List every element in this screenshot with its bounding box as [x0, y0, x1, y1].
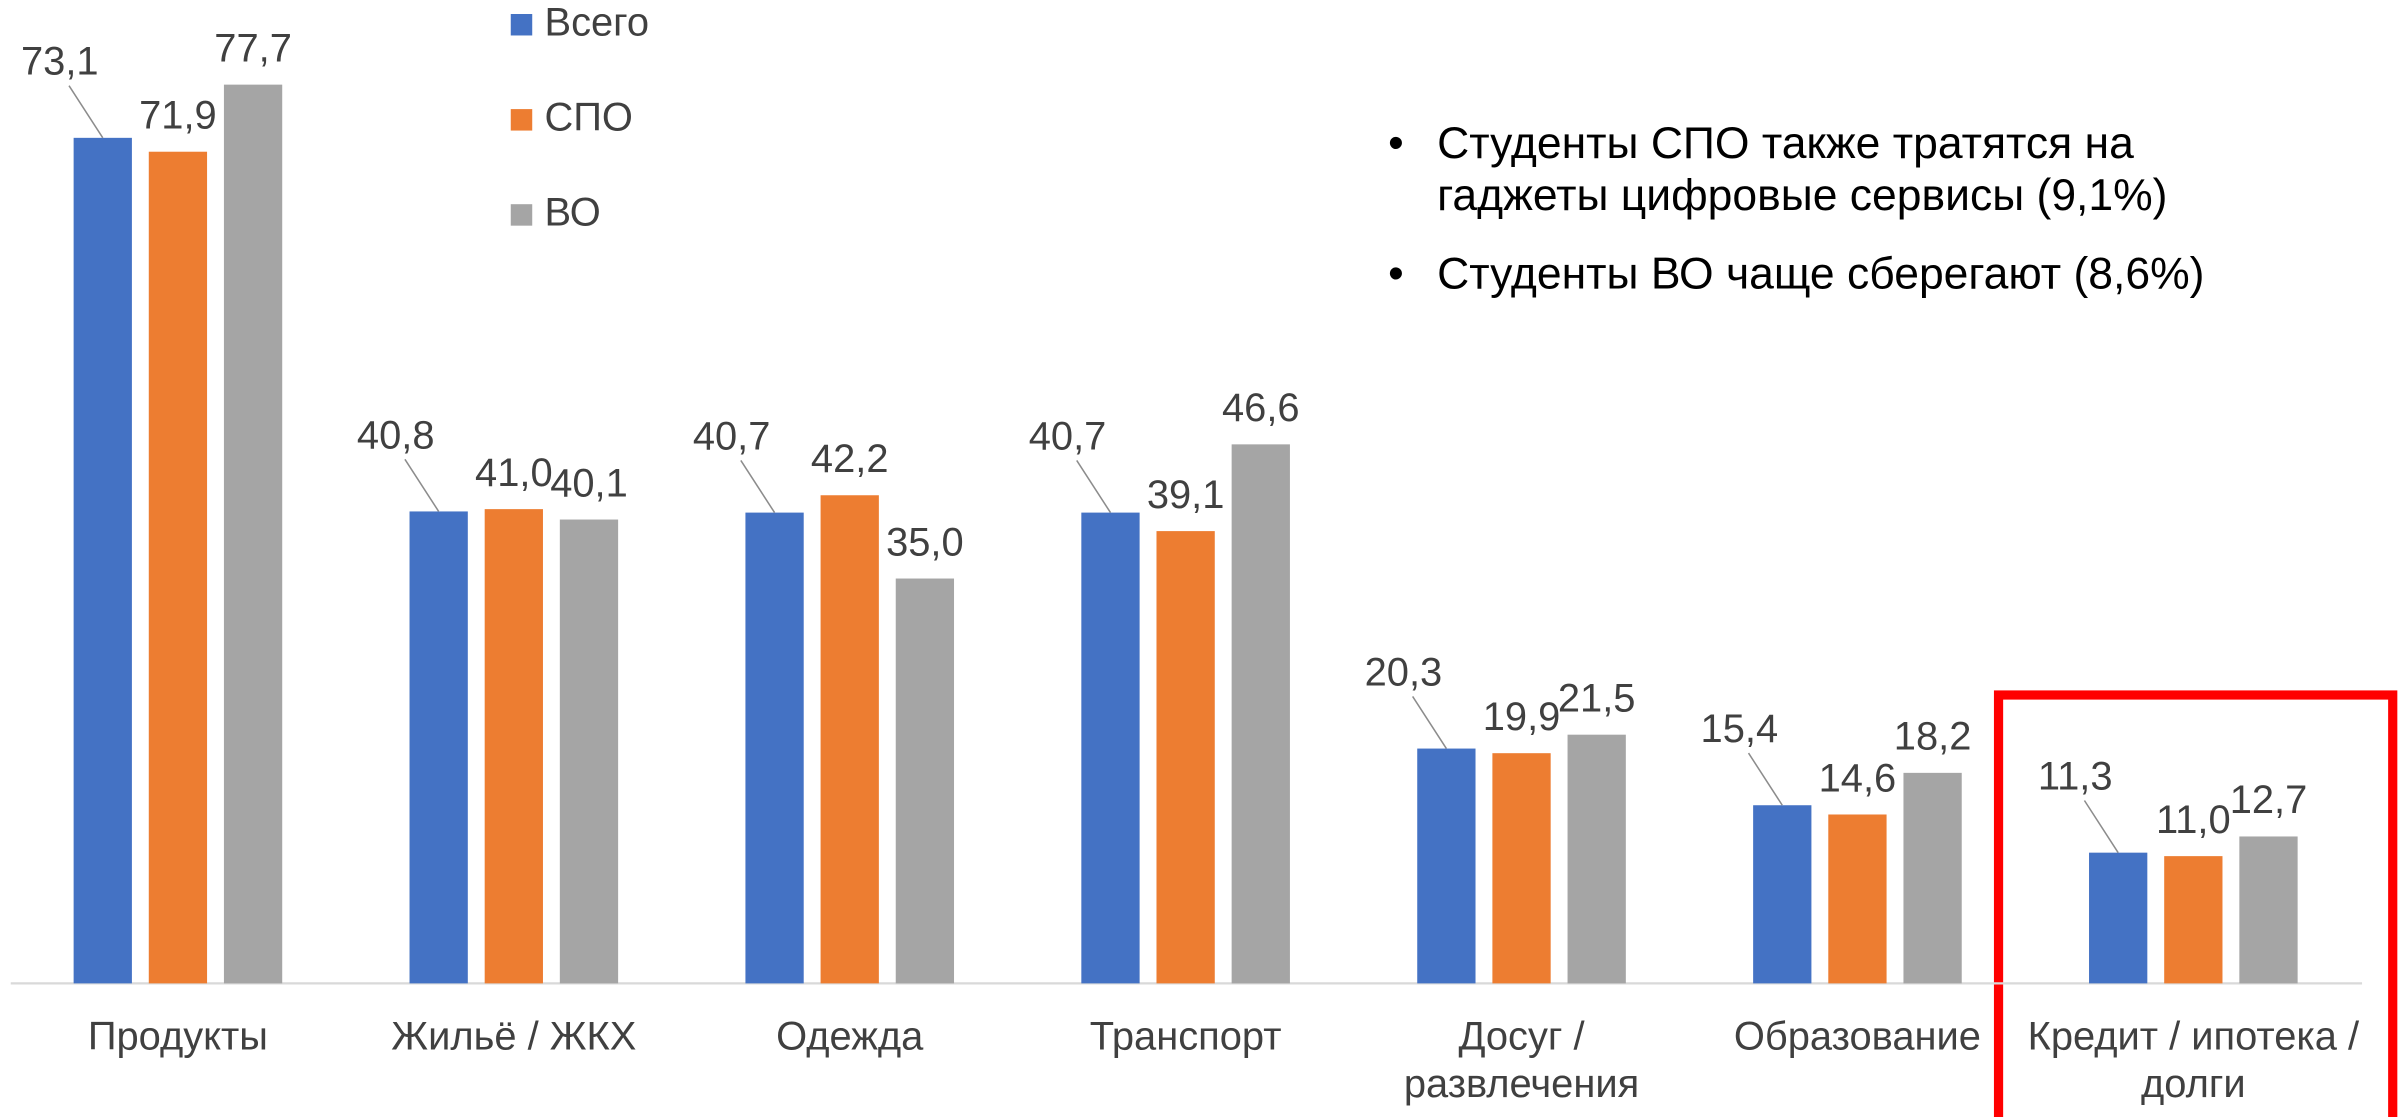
legend-label: ВО [544, 190, 600, 234]
bar [409, 511, 468, 984]
bullet: • [1388, 119, 1404, 168]
leader-line [2083, 800, 2119, 854]
x-tick-label: Продукты [88, 1014, 268, 1058]
bar [1231, 444, 1290, 984]
value-label: 42,2 [811, 437, 889, 481]
value-label: 15,4 [1701, 707, 1779, 751]
value-label: 21,5 [1558, 676, 1636, 720]
bar [2089, 852, 2148, 984]
x-tick-label: Образование [1734, 1014, 1981, 1058]
bar [895, 578, 955, 984]
x-tick-label: Жильё / ЖКХ [391, 1014, 636, 1058]
legend-swatch [510, 14, 533, 36]
bar [1567, 734, 1626, 984]
x-tick-label: Одежда [776, 1014, 924, 1058]
leader-line [404, 458, 440, 512]
bullet: • [1388, 249, 1404, 298]
value-label: 77,7 [214, 26, 292, 70]
value-label: 11,0 [2156, 798, 2231, 842]
value-label: 40,7 [1029, 415, 1107, 459]
bar [2239, 836, 2298, 984]
x-tick-label: Кредит / ипотека / долги [2028, 1014, 2360, 1106]
value-label: 71,9 [139, 94, 217, 138]
value-label: 19,9 [1483, 695, 1561, 739]
bar [148, 151, 208, 984]
bar [1156, 531, 1215, 984]
leader-line [68, 85, 104, 139]
bar [1417, 748, 1476, 984]
value-label: 40,8 [357, 413, 435, 457]
value-label: 14,6 [1819, 756, 1897, 800]
legend-swatch [510, 204, 533, 226]
leader-line [1747, 752, 1783, 806]
value-label: 18,2 [1894, 715, 1972, 759]
bar [1081, 512, 1140, 984]
highlight-box [1993, 690, 2398, 1117]
bar [820, 495, 879, 984]
annotation: Студенты ВО чаще сберегают (8,6%) [1437, 249, 2204, 298]
leader-line [1076, 460, 1112, 514]
bar [1903, 772, 1962, 984]
bar [1492, 753, 1551, 984]
bar [223, 84, 283, 984]
value-label: 46,6 [1222, 386, 1300, 430]
value-label: 40,1 [550, 461, 628, 505]
bar [2164, 856, 2223, 984]
value-label: 35,0 [886, 520, 964, 564]
value-label: 11,3 [2038, 755, 2113, 799]
leader-line [1411, 695, 1448, 749]
bar [1828, 814, 1887, 984]
value-label: 39,1 [1147, 473, 1225, 517]
bar [484, 509, 543, 984]
bar [1753, 805, 1812, 984]
legend-label: СПО [544, 95, 632, 139]
value-label: 41,0 [475, 451, 553, 495]
annotation: Студенты СПО также тратятся на гаджеты ци… [1437, 119, 2167, 220]
value-label: 73,1 [21, 40, 99, 84]
bar [559, 519, 619, 984]
x-tick-label: Транспорт [1090, 1014, 1282, 1058]
bar [745, 512, 804, 984]
legend-swatch [510, 109, 533, 131]
value-label: 12,7 [2230, 778, 2308, 822]
x-tick-label: Досуг / развлечения [1404, 1014, 1639, 1106]
value-label: 40,7 [693, 415, 771, 459]
legend-label: Всего [544, 0, 649, 44]
bar [73, 137, 132, 984]
value-label: 20,3 [1365, 650, 1443, 694]
leader-line [740, 460, 776, 514]
